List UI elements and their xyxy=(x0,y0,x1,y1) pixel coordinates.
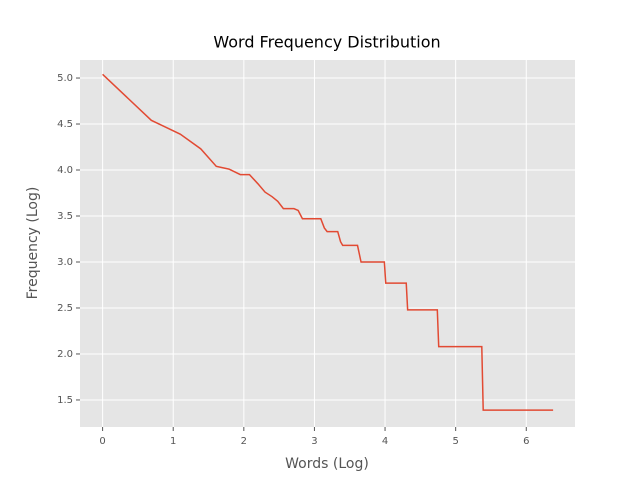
y-tick-label: 4.5 xyxy=(57,119,73,130)
y-tick-label: 1.5 xyxy=(57,395,73,406)
y-tick-label: 3.5 xyxy=(57,211,73,222)
y-tick-label: 3.0 xyxy=(57,257,73,268)
line xyxy=(102,73,554,411)
x-tick-label: 3 xyxy=(311,436,317,447)
x-tick-label: 2 xyxy=(241,436,247,447)
y-tick-label: 2.0 xyxy=(57,349,73,360)
x-tick-label: 5 xyxy=(452,436,458,447)
y-tick-label: 4.0 xyxy=(57,165,73,176)
x-tick-label: 1 xyxy=(170,436,176,447)
plot-area xyxy=(80,60,575,427)
x-axis-label: Words (Log) xyxy=(285,456,369,472)
y-axis-label: Frequency (Log) xyxy=(25,187,41,300)
x-tick-label: 0 xyxy=(99,436,105,447)
chart-title: Word Frequency Distribution xyxy=(213,33,440,52)
y-tick-label: 5.0 xyxy=(57,73,73,84)
x-tick-label: 6 xyxy=(523,436,529,447)
x-tick-label: 4 xyxy=(382,436,388,447)
y-tick-label: 2.5 xyxy=(57,303,73,314)
